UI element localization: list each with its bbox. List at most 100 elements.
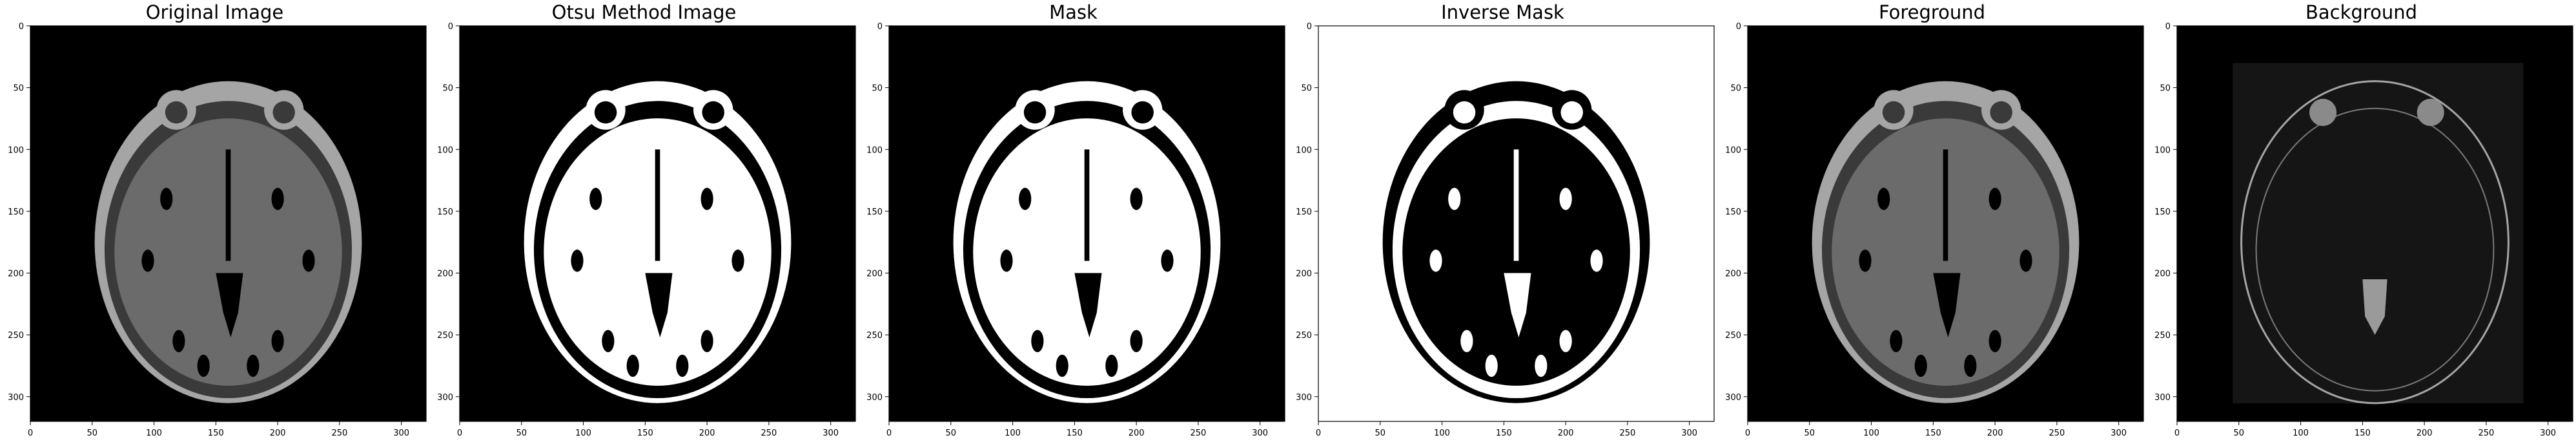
x-tick-label: 150: [208, 428, 224, 438]
sulcus-mark: [701, 330, 713, 352]
x-tick-label: 200: [1558, 428, 1574, 438]
x-tick-label: 0: [1316, 428, 1321, 438]
y-tick-label: 200: [437, 270, 453, 279]
y-tick-label: 250: [1296, 331, 1312, 341]
eye-left: [1024, 101, 1046, 123]
x-tick-label: 150: [1925, 428, 1941, 438]
x-tick-label: 200: [270, 428, 286, 438]
y-tick-label: 200: [866, 270, 883, 279]
x-tick-label: 300: [2540, 428, 2556, 438]
y-tick-label: 150: [437, 207, 453, 217]
x-tick-label: 50: [1375, 428, 1386, 438]
x-tick-label: 150: [637, 428, 653, 438]
x-tick-label: 200: [1129, 428, 1145, 438]
y-tick-label: 250: [1725, 331, 1741, 341]
eye-left: [1883, 101, 1905, 123]
axes-svg: 0 50 100 150 200 250 300 0 50 100 150 200 250 300: [1717, 26, 2147, 444]
sulcus-mark: [302, 249, 314, 271]
y-tick-label: 250: [437, 331, 453, 341]
axes: 0 50 100 150 200 250 300 0 50 100 150 200 250 300: [1288, 26, 1717, 444]
y-tick-label: 100: [8, 145, 24, 155]
panel-mask: Mask 0 50 100 150 200 250 300 0 50 100 150 200 250 300: [859, 0, 1288, 444]
midline-fissure: [1085, 149, 1090, 260]
panel-foreground: Foreground 0 50 100 150 200 250 300 0 50 100 150 200…: [1717, 0, 2147, 444]
y-tick-label: 150: [866, 207, 883, 217]
sulcus-mark: [1560, 188, 1572, 210]
x-tick-label: 0: [2174, 428, 2180, 438]
axes: 0 50 100 150 200 250 300 0 50 100 150 200 250 300: [0, 26, 429, 444]
sulcus-mark: [141, 249, 154, 271]
y-tick-label: 250: [2154, 331, 2171, 341]
x-tick-label: 150: [2355, 428, 2371, 438]
x-tick-label: 100: [575, 428, 591, 438]
x-tick-label: 300: [2111, 428, 2127, 438]
y-tick-label: 300: [8, 393, 24, 403]
y-tick-label: 50: [442, 84, 453, 94]
axes: 0 50 100 150 200 250 300 0 50 100 150 200 250 300: [429, 26, 859, 444]
y-tick-label: 150: [1725, 207, 1741, 217]
sulcus-mark: [1989, 330, 2001, 352]
midline-fissure: [226, 149, 231, 260]
panel-otsu: Otsu Method Image 0 50 100 150 200 250 300 0 50 10…: [429, 0, 859, 444]
axes-svg: 0 50 100 150 200 250 300 0 50 100 150 200 250 300: [429, 26, 859, 444]
y-tick-label: 150: [2154, 207, 2171, 217]
sulcus-mark: [589, 188, 602, 210]
x-tick-label: 300: [1252, 428, 1268, 438]
image-area: [1748, 26, 2143, 421]
y-tick-label: 300: [437, 393, 453, 403]
x-tick-label: 0: [457, 428, 462, 438]
axes-svg: 0 50 100 150 200 250 300 0 50 100 150 200 250 300: [859, 26, 1288, 444]
y-tick-label: 300: [866, 393, 883, 403]
sulcus-mark: [571, 249, 583, 271]
sulcus-mark: [1890, 330, 1902, 352]
x-tick-label: 200: [2417, 428, 2433, 438]
midline-fissure: [1514, 149, 1519, 260]
eye-right: [1560, 101, 1582, 123]
x-tick-label: 50: [946, 428, 957, 438]
y-tick-label: 0: [1307, 22, 1312, 32]
sulcus-mark: [1460, 330, 1473, 352]
sulcus-mark: [1031, 330, 1043, 352]
midline-fissure: [1943, 149, 1948, 260]
sulcus-mark: [1448, 188, 1460, 210]
y-tick-label: 100: [2154, 145, 2171, 155]
panel-original: Original Image 0 50 100 150 200 250 300 0 50 100 15…: [0, 0, 429, 444]
y-tick-label: 50: [13, 84, 24, 94]
x-tick-label: 250: [2049, 428, 2065, 438]
eye-right: [272, 101, 294, 123]
eye-left: [595, 101, 617, 123]
eye-right: [1990, 101, 2012, 123]
eye-right: [1131, 101, 1153, 123]
sulcus-mark: [701, 188, 713, 210]
sulcus-mark: [1915, 355, 1927, 377]
y-tick-label: 200: [8, 270, 24, 279]
y-tick-label: 300: [2154, 393, 2171, 403]
x-tick-label: 250: [2478, 428, 2494, 438]
y-tick-label: 0: [877, 22, 883, 32]
y-tick-label: 250: [8, 331, 24, 341]
axes-svg: 0 50 100 150 200 250 300 0 50 100 150 200 250 300: [1288, 26, 1717, 444]
sulcus-mark: [1989, 188, 2001, 210]
y-tick-label: 50: [872, 84, 883, 94]
y-tick-label: 100: [1725, 145, 1741, 155]
image-area: [889, 26, 1285, 421]
x-tick-label: 250: [761, 428, 777, 438]
sulcus-mark: [731, 249, 744, 271]
axes: 0 50 100 150 200 250 300 0 50 100 150 200 250 300: [1717, 26, 2147, 444]
sulcus-mark: [172, 330, 185, 352]
midline-fissure: [655, 149, 660, 260]
y-tick-label: 0: [2165, 22, 2171, 32]
sulcus-mark: [1590, 249, 1602, 271]
y-tick-label: 300: [1725, 393, 1741, 403]
sulcus-mark: [198, 355, 210, 377]
eye-left: [2309, 99, 2336, 126]
sulcus-mark: [160, 188, 172, 210]
y-tick-label: 200: [1296, 270, 1312, 279]
x-tick-label: 250: [1190, 428, 1206, 438]
x-tick-label: 50: [2234, 428, 2245, 438]
x-tick-label: 100: [2293, 428, 2309, 438]
y-tick-label: 50: [1301, 84, 1312, 94]
panel-background: Background 0 50 100 150 200 250 300 0 50 100 150 200…: [2147, 0, 2576, 444]
y-tick-label: 150: [1296, 207, 1312, 217]
sulcus-mark: [1877, 188, 1890, 210]
